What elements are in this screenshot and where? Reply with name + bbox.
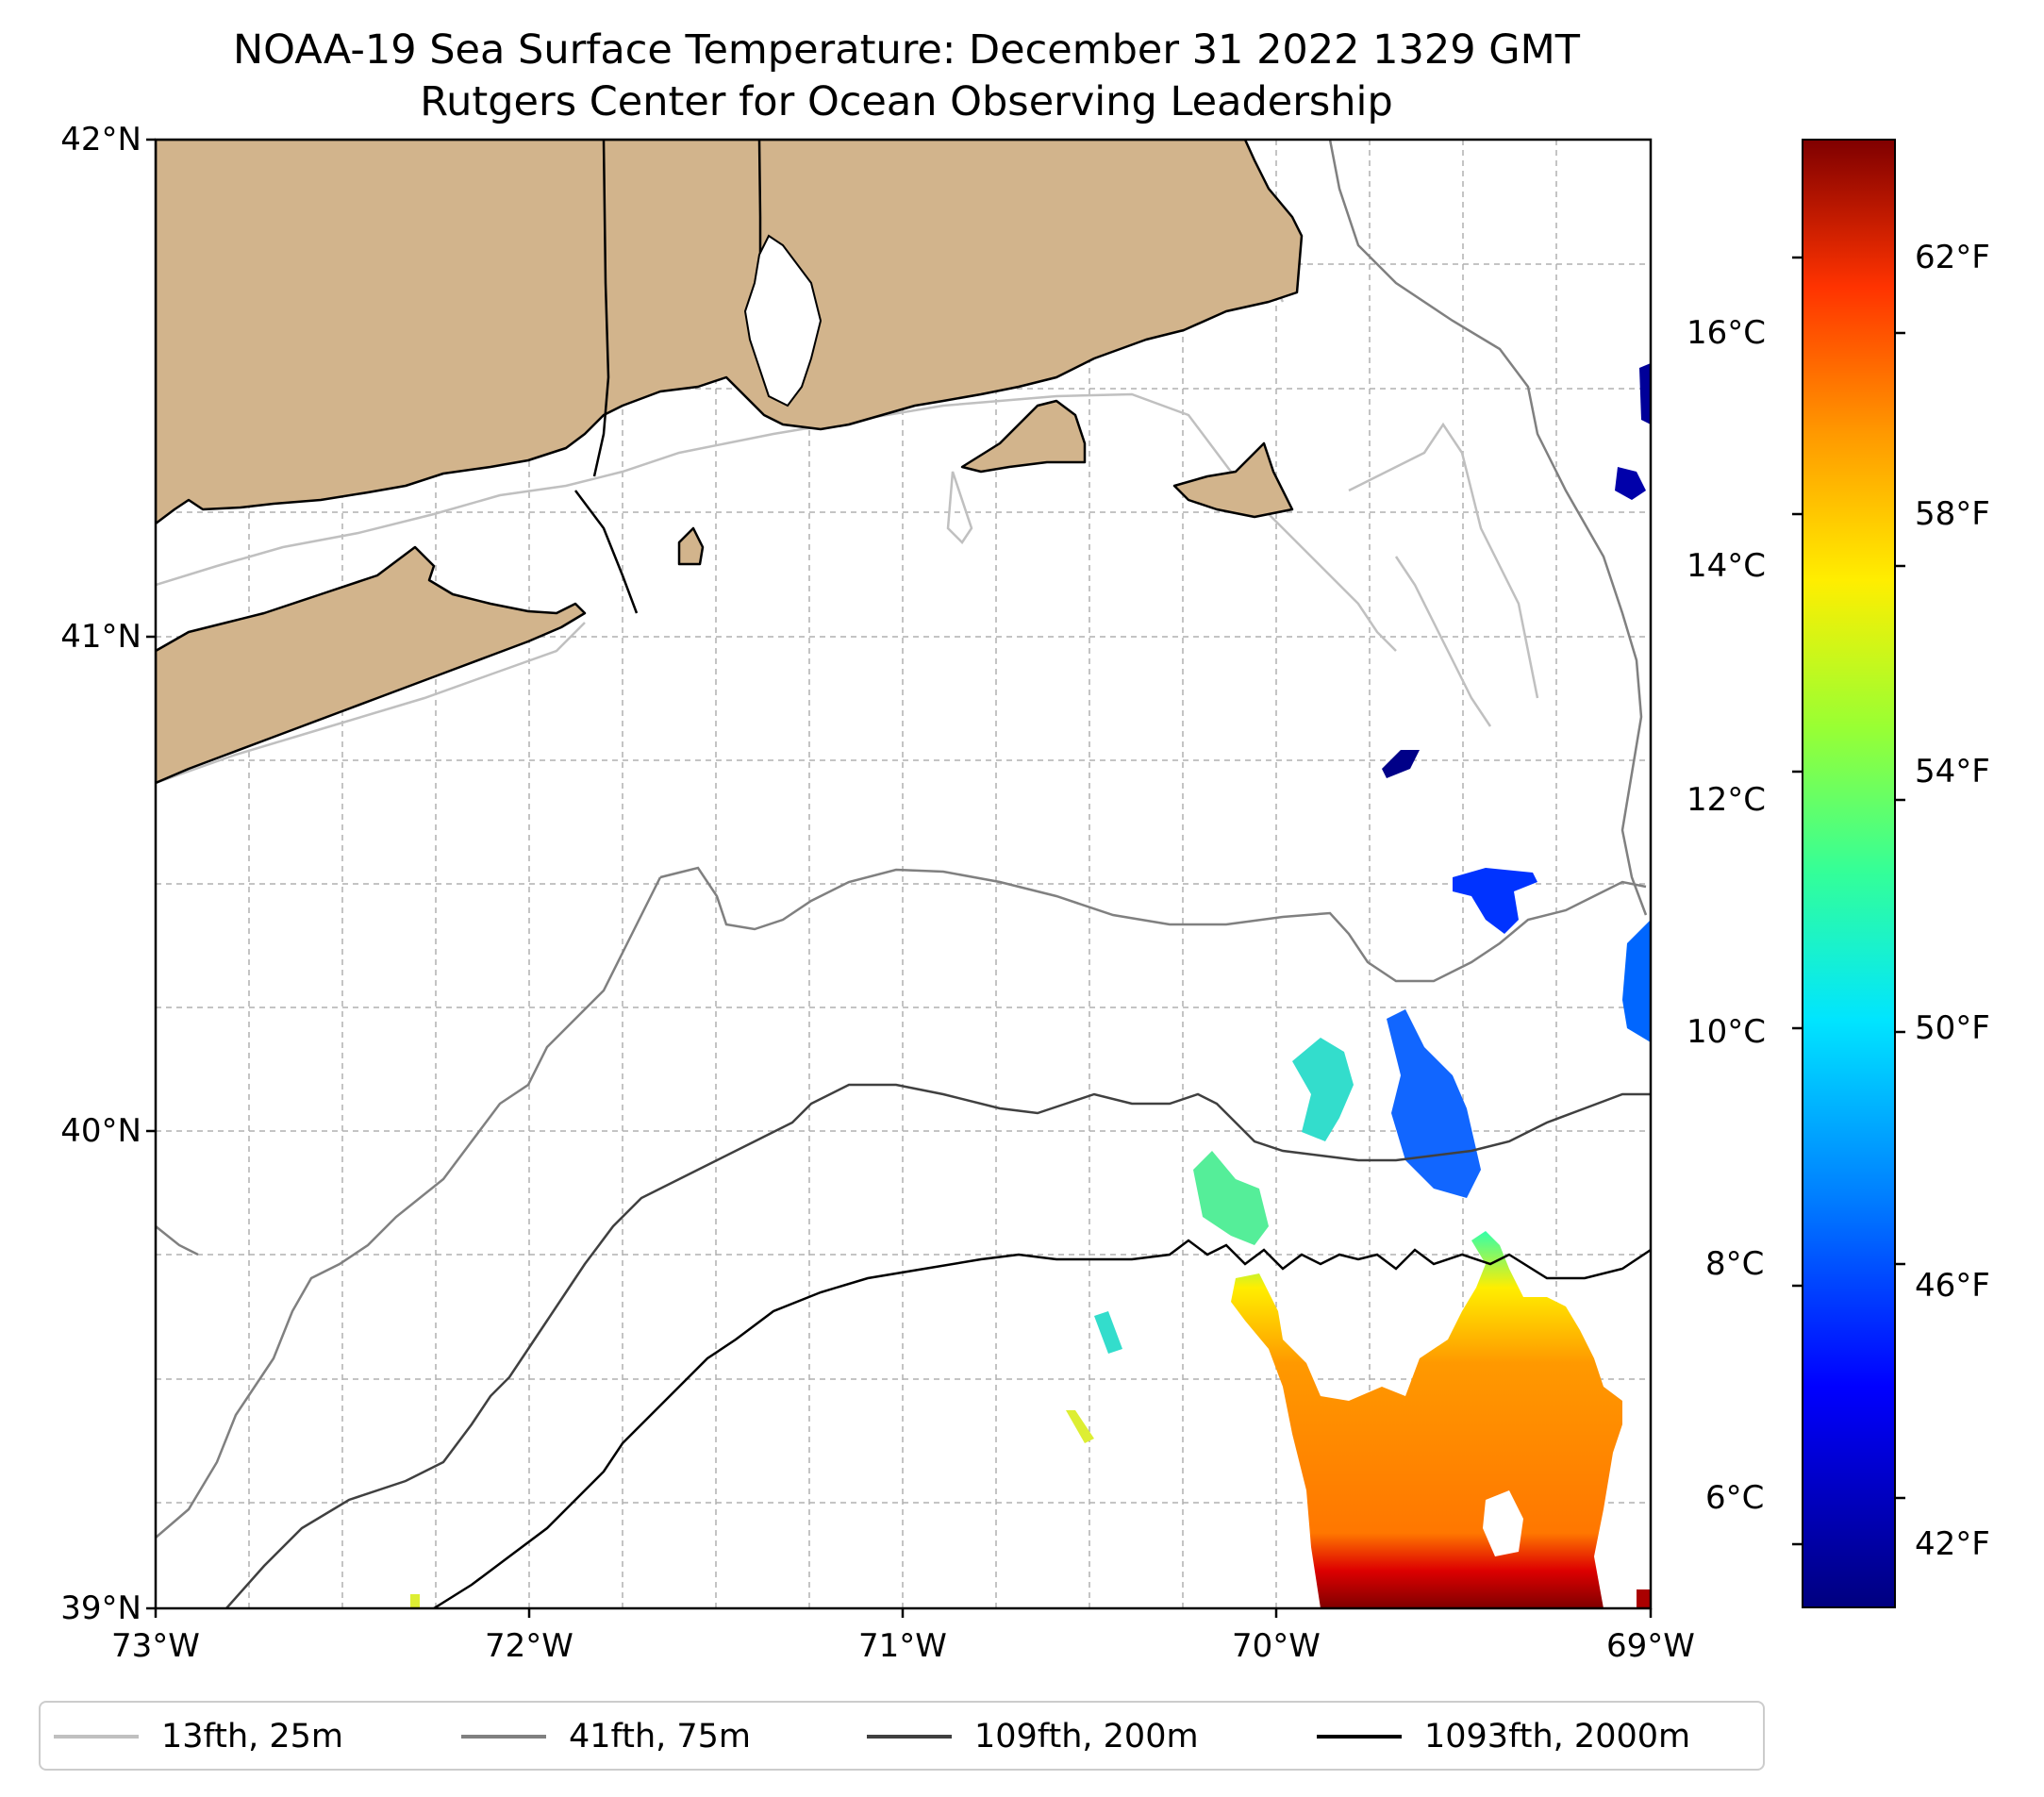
legend-swatch [867, 1735, 952, 1739]
lat-tick-label: 41°N [60, 618, 141, 656]
chart-title: NOAA-19 Sea Surface Temperature: Decembe… [233, 26, 1580, 74]
legend-label: 109fth, 200m [974, 1718, 1199, 1755]
colorbar [1802, 139, 1896, 1608]
colorbar-celsius-label: 14°C [1687, 547, 1767, 585]
axis-ticks [146, 138, 1905, 1618]
legend-item-200m: 109fth, 200m [867, 1716, 1199, 1757]
colorbar-fahrenheit-label: 46°F [1915, 1267, 1990, 1305]
chart-subtitle: Rutgers Center for Ocean Observing Leade… [420, 78, 1393, 125]
lat-tick-label: 40°N [60, 1112, 141, 1150]
sst-warm-water [1231, 1231, 1622, 1608]
lon-tick-label: 69°W [1606, 1627, 1695, 1665]
legend-swatch [1317, 1735, 1402, 1739]
land [156, 140, 1304, 785]
lon-tick-label: 71°W [858, 1627, 947, 1665]
sst-speck [1637, 1589, 1651, 1608]
legend-label: 1093fth, 2000m [1424, 1718, 1691, 1755]
legend-item-2000m: 1093fth, 2000m [1317, 1716, 1690, 1757]
lon-tick-label: 72°W [485, 1627, 573, 1665]
lon-tick-label: 73°W [111, 1627, 200, 1665]
lat-tick-label: 39°N [60, 1589, 141, 1627]
marthas-vineyard [960, 399, 1087, 474]
colorbar-celsius-label: 8°C [1705, 1245, 1765, 1283]
colorbar-celsius-label: 12°C [1687, 781, 1767, 819]
sst-cold-patches [1066, 363, 1651, 1443]
sst-speck [410, 1594, 420, 1608]
lat-tick-label: 42°N [60, 121, 141, 158]
mainland-new-england [156, 140, 1304, 525]
legend-item-75m: 41fth, 75m [461, 1716, 751, 1757]
colorbar-fahrenheit-label: 58°F [1915, 495, 1990, 533]
legend-label: 41fth, 75m [569, 1718, 752, 1755]
legend-swatch [461, 1735, 546, 1739]
legend-item-25m: 13fth, 25m [54, 1716, 343, 1757]
isobath-legend: 13fth, 25m 41fth, 75m 109fth, 200m 1093f… [39, 1701, 1765, 1771]
colorbar-fahrenheit-label: 50°F [1915, 1009, 1990, 1047]
long-island [156, 545, 587, 785]
colorbar-fahrenheit-label: 54°F [1915, 753, 1990, 790]
colorbar-celsius-label: 6°C [1705, 1479, 1765, 1517]
colorbar-celsius-label: 16°C [1687, 314, 1767, 352]
colorbar-celsius-label: 10°C [1687, 1013, 1767, 1051]
isobath-2000m [433, 1239, 1651, 1608]
lon-tick-label: 70°W [1232, 1627, 1321, 1665]
sst-cloud-gap [1483, 1490, 1523, 1556]
legend-label: 13fth, 25m [161, 1718, 344, 1755]
isobath-200m [225, 1083, 1651, 1608]
isobath-75m [156, 140, 1648, 1539]
narragansett-bay [743, 234, 823, 408]
legend-swatch [54, 1735, 139, 1739]
colorbar-fahrenheit-label: 42°F [1915, 1525, 1990, 1563]
nantucket [1172, 441, 1294, 519]
block-island [677, 526, 705, 566]
colorbar-fahrenheit-label: 62°F [1915, 239, 1990, 276]
